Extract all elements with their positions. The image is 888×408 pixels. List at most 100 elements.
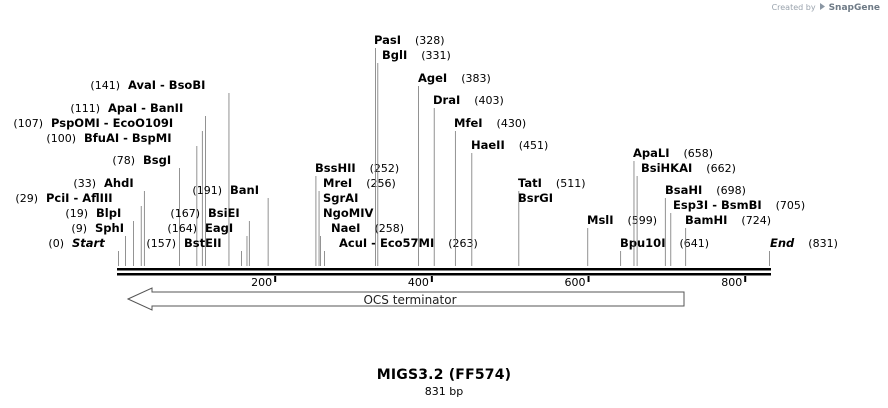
site-ahdi[interactable]: AhdI (33) xyxy=(73,176,145,266)
site-bpu10i[interactable]: Bpu10I (641) xyxy=(620,236,709,266)
site-apai-banii[interactable]: ApaI - BanII (111) xyxy=(70,101,206,266)
snapgene-wordmark: SnapGene xyxy=(828,2,880,13)
site-agei-position: (383) xyxy=(461,72,491,85)
site-naei-position: (258) xyxy=(374,222,404,235)
site-sgrai[interactable]: SgrAI xyxy=(323,191,358,205)
site-bgli-label: BglI xyxy=(382,48,407,62)
site-start[interactable]: Start (0) xyxy=(48,236,119,266)
site-pasi-position: (328) xyxy=(415,34,445,47)
site-naei[interactable]: NaeI (258) xyxy=(320,221,404,266)
site-bsihkai[interactable]: BsiHKAI (662) xyxy=(636,161,736,266)
site-bsgi[interactable]: BsgI (78) xyxy=(112,153,181,266)
site-end[interactable]: End (831) xyxy=(769,236,838,266)
site-ahdi-label: AhdI xyxy=(104,176,134,190)
site-acui-eco57mi[interactable]: AcuI - Eco57MI (263) xyxy=(324,236,478,266)
site-bsshii[interactable]: BssHII (252) xyxy=(315,161,399,266)
site-eagi-label: EagI xyxy=(205,221,233,235)
axis-tick-label: 800 xyxy=(721,276,742,289)
site-bpu10i-position: (641) xyxy=(679,237,709,250)
site-haeii-label: HaeII xyxy=(471,138,505,152)
site-ngomiv[interactable]: NgoMIV xyxy=(323,206,373,220)
site-esp3i-bsmbi[interactable]: Esp3I - BsmBI (705) xyxy=(670,198,806,266)
site-bani-label: BanI xyxy=(230,183,259,197)
site-bsiei-position: (167) xyxy=(170,207,200,220)
site-blpi[interactable]: BlpI (19) xyxy=(65,206,134,266)
ocs-terminator-label: OCS terminator xyxy=(363,293,456,307)
site-mfei-label: MfeI xyxy=(454,116,483,130)
site-acui-eco57mi-label: AcuI - Eco57MI xyxy=(339,236,434,250)
site-mfei-position: (430) xyxy=(497,117,527,130)
site-bamhi-position: (724) xyxy=(741,214,771,227)
site-ahdi-position: (33) xyxy=(73,177,96,190)
site-apali-position: (658) xyxy=(684,147,714,160)
site-esp3i-bsmbi-label: Esp3I - BsmBI xyxy=(673,198,762,212)
axis-tick-label: 600 xyxy=(565,276,586,289)
site-mrei[interactable]: MreI (256) xyxy=(318,176,396,266)
site-end-position: (831) xyxy=(808,237,838,250)
site-bgli[interactable]: BglI (331) xyxy=(377,48,451,266)
site-mrei-label: MreI xyxy=(323,176,352,190)
site-start-position: (0) xyxy=(48,237,64,250)
site-bsahi[interactable]: BsaHI (698) xyxy=(664,183,746,266)
site-bsiei-label: BsiEI xyxy=(208,206,240,220)
site-bfuai-bspmi-position: (100) xyxy=(46,132,76,145)
snapgene-branding: Created by SnapGene xyxy=(772,2,880,13)
site-msli[interactable]: MslI (599) xyxy=(587,213,657,266)
site-bsiei[interactable]: BsiEI (167) xyxy=(170,206,250,266)
site-acui-eco57mi-position: (263) xyxy=(448,237,478,250)
site-avai-bsobi[interactable]: AvaI - BsoBI (141) xyxy=(90,78,230,266)
site-eagi[interactable]: EagI (164) xyxy=(167,221,248,266)
site-start-label: Start xyxy=(72,236,105,250)
site-sphi-position: (9) xyxy=(71,222,87,235)
feature-track: OCS terminator xyxy=(126,287,685,311)
axis-ticks: 200 400 600 800 xyxy=(251,276,747,289)
site-haeii[interactable]: HaeII (451) xyxy=(471,138,548,266)
site-bsahi-label: BsaHI xyxy=(665,183,702,197)
site-bsteii-label: BstEII xyxy=(184,236,222,250)
site-apali[interactable]: ApaLI (658) xyxy=(633,146,713,266)
site-pspomi-ecoo109i-label: PspOMI - EcoO109I xyxy=(51,116,173,130)
site-msli-position: (599) xyxy=(628,214,658,227)
site-bsteii[interactable]: BstEII (157) xyxy=(146,236,242,266)
site-haeii-position: (451) xyxy=(519,139,549,152)
site-bsgi-label: BsgI xyxy=(143,153,171,167)
site-bsrgi[interactable]: BsrGI xyxy=(518,191,553,205)
site-pcii-afliii-position: (29) xyxy=(15,192,38,205)
site-bani[interactable]: BanI (191) xyxy=(192,183,269,266)
site-sphi[interactable]: SphI (9) xyxy=(71,221,126,266)
site-bsihkai-position: (662) xyxy=(706,162,736,175)
site-agei-label: AgeI xyxy=(418,71,447,85)
site-bsgi-position: (78) xyxy=(112,154,135,167)
backbone-bottom-line xyxy=(117,273,771,276)
ocs-terminator-arrow[interactable] xyxy=(126,287,685,311)
site-apali-label: ApaLI xyxy=(633,146,670,160)
site-pspomi-ecoo109i[interactable]: PspOMI - EcoO109I (107) xyxy=(13,116,203,266)
site-tati-label: TatI xyxy=(518,176,542,190)
site-drai-label: DraI xyxy=(433,93,460,107)
site-apai-banii-position: (111) xyxy=(70,102,100,115)
site-agei[interactable]: AgeI (383) xyxy=(418,71,491,266)
site-esp3i-bsmbi-position: (705) xyxy=(776,199,806,212)
site-ngomiv-label: NgoMIV xyxy=(323,206,373,220)
site-drai[interactable]: DraI (403) xyxy=(433,93,504,266)
site-bfuai-bspmi[interactable]: BfuAI - BspMI (100) xyxy=(46,131,198,266)
site-eagi-position: (164) xyxy=(167,222,197,235)
site-drai-position: (403) xyxy=(474,94,504,107)
backbone-top-line xyxy=(117,268,771,271)
sequence-axis: 200 400 600 800 xyxy=(117,268,771,289)
site-pcii-afliii[interactable]: PciI - AflIII (29) xyxy=(15,191,142,266)
site-mfei[interactable]: MfeI (430) xyxy=(454,116,526,266)
site-bgli-position: (331) xyxy=(421,49,451,62)
site-bfuai-bspmi-label: BfuAI - BspMI xyxy=(84,131,171,145)
site-pcii-afliii-label: PciI - AflIII xyxy=(46,191,113,205)
created-by-text: Created by xyxy=(771,3,816,12)
site-pasi[interactable]: PasI (328) xyxy=(374,33,445,266)
site-avai-bsobi-position: (141) xyxy=(90,79,120,92)
site-bamhi[interactable]: BamHI (724) xyxy=(685,213,771,266)
restriction-sites: Start (0) SphI (9) BlpI (19) PciI - AflIII (29)… xyxy=(13,33,838,266)
site-tati[interactable]: TatI (511) xyxy=(518,176,586,266)
axis-tick-label: 200 xyxy=(251,276,272,289)
site-sgrai-label: SgrAI xyxy=(323,191,358,205)
map-title: MIGS3.2 (FF574) xyxy=(376,367,512,383)
